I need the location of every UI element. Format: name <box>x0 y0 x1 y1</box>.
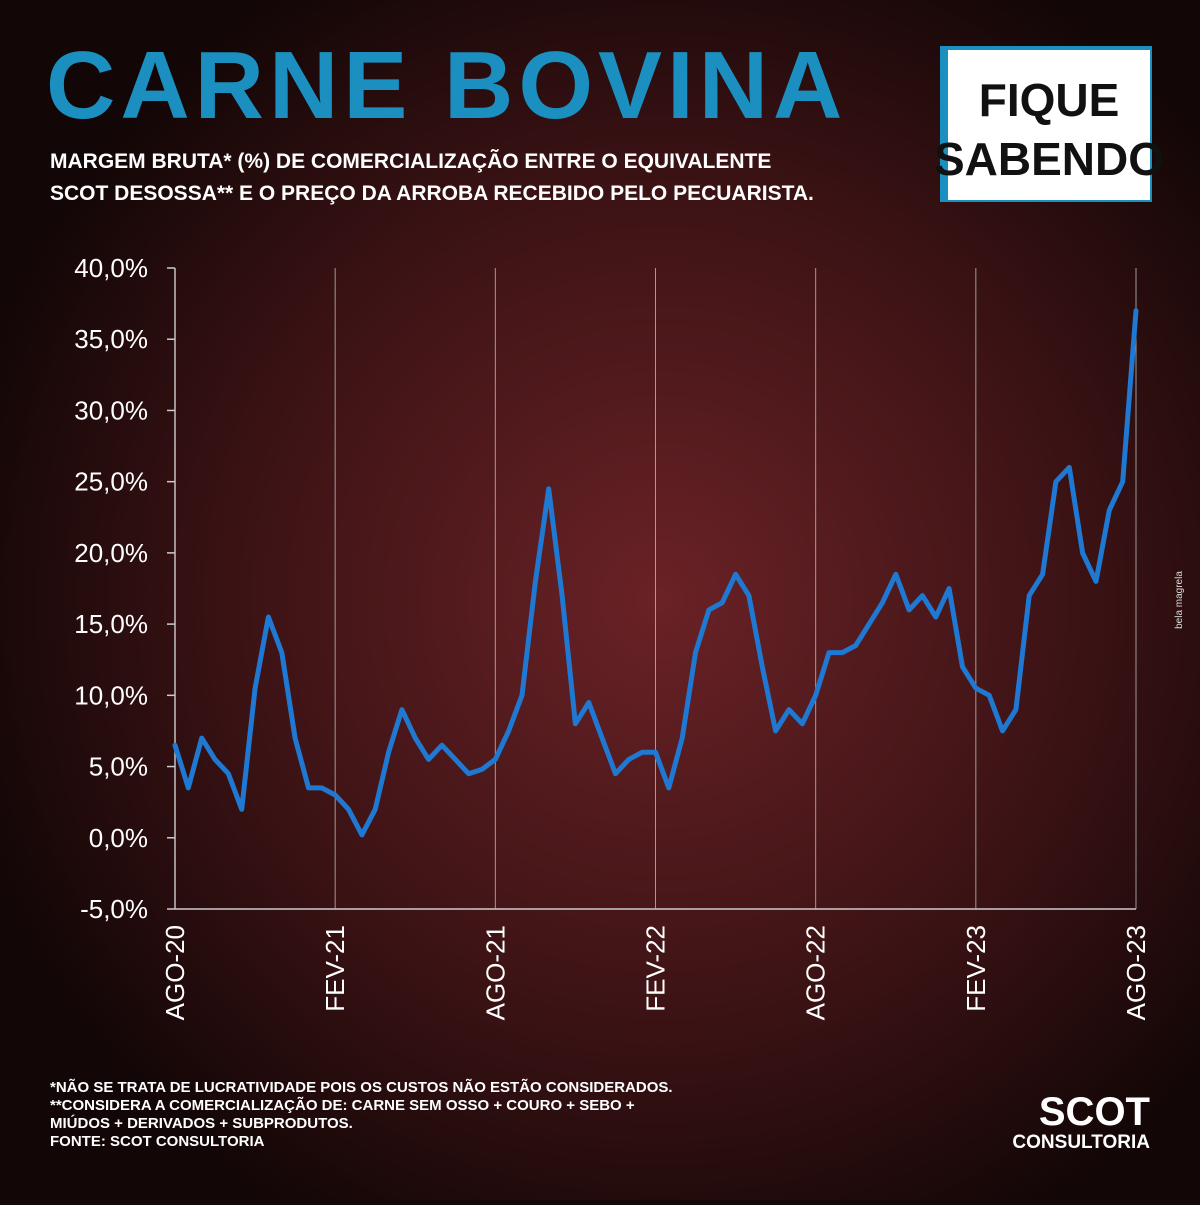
y-tick-label: 20,0% <box>74 538 148 568</box>
y-tick-label: 15,0% <box>74 609 148 639</box>
chart-title: CARNE BOVINA <box>46 32 847 139</box>
x-tick-label: AGO-20 <box>160 925 190 1020</box>
y-tick-label: 10,0% <box>74 680 148 710</box>
x-tick-label: AGO-22 <box>801 925 831 1020</box>
chart: -5,0% 0,0% 5,0% 10,0% 15,0% 20,0% 25,0% 30,0% 35… <box>74 253 1151 1020</box>
x-tick-label: AGO-23 <box>1121 925 1151 1020</box>
x-tick-label: FEV-22 <box>641 925 671 1012</box>
badge-text: SABENDO <box>934 133 1164 185</box>
y-tick-label: 5,0% <box>89 752 148 782</box>
badge-text: FIQUE <box>979 74 1120 126</box>
badge <box>948 50 1150 200</box>
y-tick-label: 30,0% <box>74 395 148 425</box>
x-tick-label: FEV-23 <box>961 925 991 1012</box>
footnote: MIÚDOS + DERIVADOS + SUBPRODUTOS. <box>50 1114 353 1132</box>
footnote: **CONSIDERA A COMERCIALIZAÇÃO DE: CARNE … <box>50 1096 635 1114</box>
logo: SCOT <box>1039 1090 1150 1134</box>
line <box>172 308 1139 838</box>
y-tick-label: 0,0% <box>89 823 148 853</box>
x-tick-label: AGO-21 <box>480 925 510 1020</box>
subtitle: SCOT DESOSSA** E O PREÇO DA ARROBA RECEB… <box>50 182 814 205</box>
subtitle: MARGEM BRUTA* (%) DE COMERCIALIZAÇÃO ENT… <box>50 150 771 173</box>
y-tick-label: -5,0% <box>80 894 148 924</box>
logo-sub: CONSULTORIA <box>1012 1132 1150 1153</box>
x-tick-label: FEV-21 <box>320 925 350 1012</box>
y-tick-label: 40,0% <box>74 253 148 283</box>
footnote: FONTE: SCOT CONSULTORIA <box>50 1133 265 1150</box>
footnote: *NÃO SE TRATA DE LUCRATIVIDADE POIS OS C… <box>50 1078 673 1096</box>
y-tick-label: 25,0% <box>74 467 148 497</box>
y-tick-label: 35,0% <box>74 324 148 354</box>
credit: bela magrela <box>1174 571 1185 629</box>
